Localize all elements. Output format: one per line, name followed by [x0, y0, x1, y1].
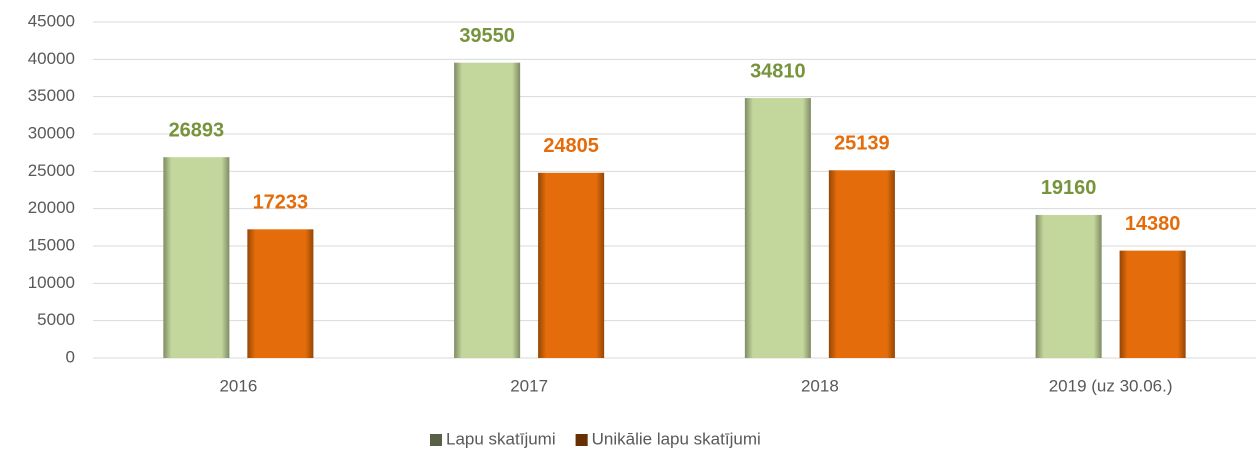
legend-label: Unikālie lapu skatījumi	[592, 429, 761, 448]
y-tick-label: 10000	[28, 273, 75, 292]
y-tick-label: 20000	[28, 198, 75, 217]
bar-shade	[247, 229, 314, 358]
value-label: 26893	[169, 119, 225, 141]
bar-shade	[538, 172, 605, 358]
bar-shade	[454, 62, 521, 359]
x-tick-label: 2019 (uz 30.06.)	[1049, 376, 1173, 395]
y-tick-label: 30000	[28, 123, 75, 142]
bar-shade	[1119, 250, 1186, 358]
value-label: 19160	[1041, 177, 1097, 199]
legend-swatch-shade	[430, 434, 442, 446]
bar-shade	[828, 170, 895, 358]
value-label: 17233	[253, 192, 309, 214]
legend-label: Lapu skatījumi	[446, 429, 556, 448]
x-tick-label: 2016	[219, 376, 257, 395]
bar-shade	[163, 157, 230, 358]
x-tick-label: 2018	[801, 376, 839, 395]
y-tick-label: 25000	[28, 161, 75, 180]
value-label: 25139	[834, 133, 890, 155]
bar-shade	[1035, 214, 1102, 358]
y-tick-label: 0	[66, 347, 75, 366]
value-label: 14380	[1125, 213, 1181, 235]
y-tick-label: 15000	[28, 235, 75, 254]
x-tick-label: 2017	[510, 376, 548, 395]
legend-swatch-shade	[575, 434, 588, 446]
y-tick-label: 35000	[28, 86, 75, 105]
value-label: 39550	[459, 25, 515, 47]
value-label: 24805	[543, 135, 599, 157]
y-tick-label: 5000	[37, 310, 75, 329]
value-label: 34810	[750, 60, 806, 82]
y-tick-label: 45000	[28, 11, 75, 30]
y-tick-label: 40000	[28, 49, 75, 68]
bar-shade	[744, 98, 811, 359]
